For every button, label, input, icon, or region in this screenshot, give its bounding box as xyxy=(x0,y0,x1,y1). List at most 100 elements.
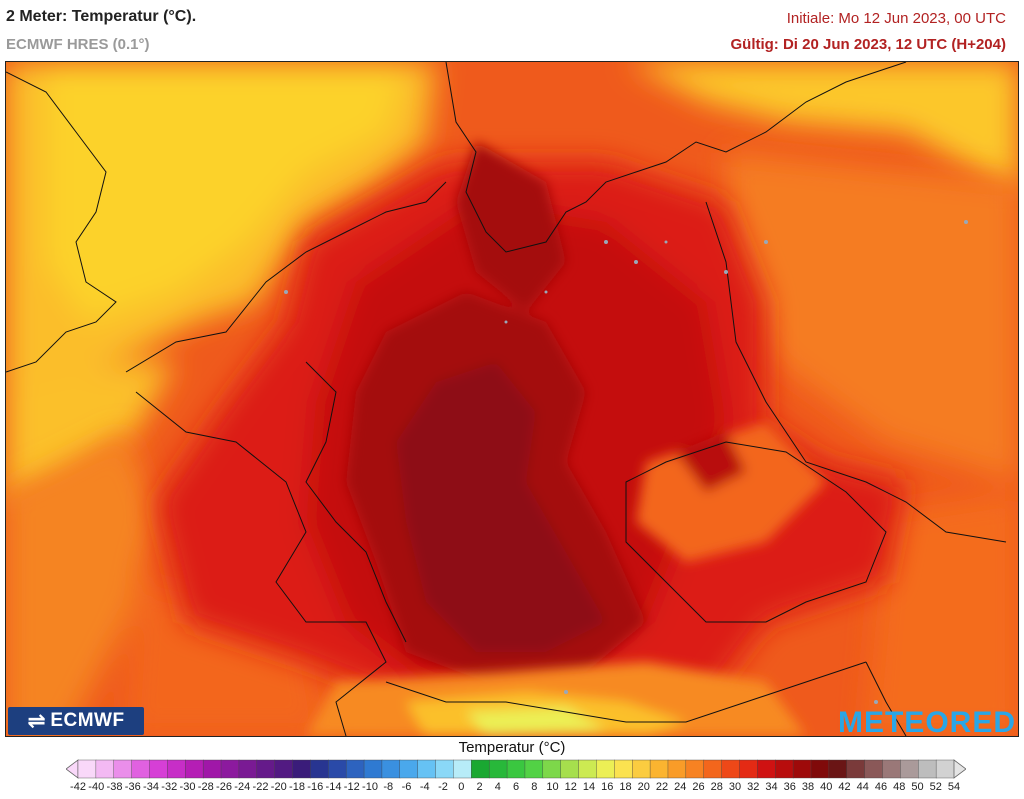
colorbar-swatch xyxy=(865,760,883,778)
colorbar-tick-label: -40 xyxy=(88,781,104,793)
ecmwf-logo: ⇌ ECMWF xyxy=(8,707,144,735)
colorbar-swatch xyxy=(793,760,811,778)
colorbar-tick-label: 40 xyxy=(820,781,832,793)
colorbar-tick-label: -28 xyxy=(198,781,214,793)
colorbar-tick-label: 34 xyxy=(765,781,777,793)
colorbar-tick-label: -8 xyxy=(383,781,393,793)
temperature-field xyxy=(6,62,1018,736)
colorbar-tick-label: 50 xyxy=(911,781,923,793)
colorbar-min-arrow xyxy=(66,760,78,778)
model-subtitle: ECMWF HRES (0.1°) xyxy=(6,36,150,53)
colorbar-tick-label: 46 xyxy=(875,781,887,793)
colorbar-swatch xyxy=(346,760,364,778)
colorbar-tick-label: 6 xyxy=(513,781,519,793)
colorbar-tick-label: 16 xyxy=(601,781,613,793)
colorbar-tick-label: -6 xyxy=(402,781,412,793)
colorbar-swatch xyxy=(900,760,918,778)
colorbar-tick-label: 42 xyxy=(838,781,850,793)
colorbar-swatch xyxy=(310,760,328,778)
temperature-colorbar xyxy=(66,759,966,779)
colorbar-swatch xyxy=(704,760,722,778)
colorbar-swatch xyxy=(150,760,168,778)
colorbar-swatch xyxy=(650,760,668,778)
colorbar-swatch xyxy=(632,760,650,778)
colorbar-swatch xyxy=(579,760,597,778)
colorbar-tick-label: -14 xyxy=(326,781,342,793)
init-time-label: Initiale: Mo 12 Jun 2023, 00 UTC xyxy=(787,10,1006,27)
colorbar-tick-label: 44 xyxy=(857,781,869,793)
colorbar-tick-label: 32 xyxy=(747,781,759,793)
colorbar-tick-label: -16 xyxy=(307,781,323,793)
colorbar-swatch xyxy=(382,760,400,778)
colorbar-swatch xyxy=(471,760,489,778)
colorbar-tick-label: 0 xyxy=(458,781,464,793)
colorbar-swatch xyxy=(936,760,954,778)
colorbar-swatch xyxy=(668,760,686,778)
colorbar-tick-label: -4 xyxy=(420,781,430,793)
colorbar-tick-label: -10 xyxy=(362,781,378,793)
colorbar-swatch xyxy=(203,760,221,778)
colorbar-swatch xyxy=(221,760,239,778)
colorbar-tick-labels: -42 -40 -38 -36 -34 -32 -30 -28 -26 -24 -22 -20 -18-… xyxy=(66,781,966,797)
colorbar-swatch xyxy=(918,760,936,778)
colorbar-swatch xyxy=(614,760,632,778)
colorbar-swatch xyxy=(453,760,471,778)
legend-title: Temperatur (°C) xyxy=(0,739,1024,756)
colorbar-tick-label: -34 xyxy=(143,781,159,793)
colorbar-tick-label: -26 xyxy=(216,781,232,793)
colorbar-tick-label: -12 xyxy=(344,781,360,793)
colorbar-tick-label: 52 xyxy=(930,781,942,793)
colorbar-tick-label: 4 xyxy=(495,781,501,793)
colorbar-swatch xyxy=(525,760,543,778)
colorbar-swatch xyxy=(364,760,382,778)
colorbar-swatch xyxy=(543,760,561,778)
colorbar-tick-label: 26 xyxy=(692,781,704,793)
colorbar-swatch xyxy=(489,760,507,778)
ecmwf-logo-icon: ⇌ xyxy=(27,708,46,734)
colorbar-tick-label: 20 xyxy=(638,781,650,793)
colorbar-swatch xyxy=(257,760,275,778)
colorbar-swatch xyxy=(328,760,346,778)
colorbar-tick-label: -32 xyxy=(161,781,177,793)
temperature-map[interactable] xyxy=(5,61,1019,737)
colorbar-tick-label: 28 xyxy=(711,781,723,793)
colorbar-swatch xyxy=(561,760,579,778)
colorbar-tick-label: 24 xyxy=(674,781,686,793)
colorbar-tick-label: 54 xyxy=(948,781,960,793)
colorbar-swatch xyxy=(436,760,454,778)
colorbar-swatch xyxy=(167,760,185,778)
colorbar-swatch xyxy=(239,760,257,778)
colorbar-tick-label: 14 xyxy=(583,781,595,793)
map-title: 2 Meter: Temperatur (°C). xyxy=(6,8,196,26)
colorbar-tick-label: 48 xyxy=(893,781,905,793)
colorbar-swatch xyxy=(132,760,150,778)
colorbar-swatch xyxy=(775,760,793,778)
colorbar-tick-label: 36 xyxy=(784,781,796,793)
colorbar-tick-label: -22 xyxy=(253,781,269,793)
colorbar-tick-label: -38 xyxy=(107,781,123,793)
colorbar-swatch xyxy=(596,760,614,778)
colorbar-swatch xyxy=(507,760,525,778)
colorbar-swatch xyxy=(811,760,829,778)
colorbar-tick-label: 22 xyxy=(656,781,668,793)
meteored-logo: METEORED xyxy=(838,706,1016,740)
colorbar-swatch xyxy=(293,760,311,778)
colorbar-swatch xyxy=(78,760,96,778)
ecmwf-logo-text: ECMWF xyxy=(50,710,124,732)
colorbar-tick-label: 8 xyxy=(531,781,537,793)
colorbar-tick-label: 30 xyxy=(729,781,741,793)
colorbar-swatch xyxy=(275,760,293,778)
colorbar-swatch xyxy=(829,760,847,778)
colorbar-tick-label: 2 xyxy=(476,781,482,793)
colorbar-tick-label: 10 xyxy=(546,781,558,793)
valid-time-label: Gültig: Di 20 Jun 2023, 12 UTC (H+204) xyxy=(730,36,1006,53)
colorbar-swatch xyxy=(847,760,865,778)
colorbar-swatch xyxy=(96,760,114,778)
colorbar-swatch xyxy=(722,760,740,778)
colorbar-swatch xyxy=(757,760,775,778)
colorbar-tick-label: -24 xyxy=(234,781,250,793)
colorbar-swatch xyxy=(400,760,418,778)
colorbar-max-arrow xyxy=(954,760,966,778)
colorbar-swatch xyxy=(739,760,757,778)
colorbar-tick-label: 38 xyxy=(802,781,814,793)
